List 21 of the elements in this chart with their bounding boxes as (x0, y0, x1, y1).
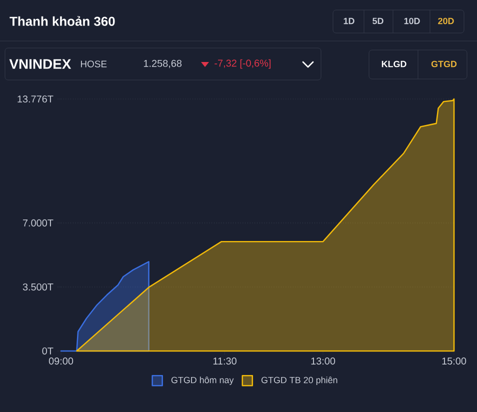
x-tick-label: 13:00 (311, 358, 336, 365)
text: HOSE (80, 60, 107, 68)
text: 1.258,68 (144, 60, 182, 68)
y-tick-label: 3.500T (22, 283, 54, 290)
legend-label: GTGD TB 20 phiên (261, 376, 338, 385)
chart-title: Thanh khoản 360 (10, 16, 115, 26)
text: 5D (372, 18, 384, 24)
y-tick-label: 7.000T (22, 219, 54, 226)
text: VNINDEX (9, 59, 72, 69)
x-tick-label: 11:30 (213, 358, 236, 365)
y-tick-label: 13.776T (18, 95, 54, 103)
text: 10D (404, 18, 420, 24)
text: KLGD (382, 60, 406, 68)
text: 20D (438, 18, 454, 24)
text: GTGD (431, 60, 457, 68)
text: 1D (344, 18, 354, 24)
y-tick-label: 0T (42, 347, 54, 355)
x-tick-label: 09:00 (48, 358, 74, 365)
legend-label: GTGD hôm nay (171, 376, 234, 385)
x-tick-label: 15:00 (442, 358, 466, 365)
text: -7,32 [-0,6%] (214, 59, 271, 69)
